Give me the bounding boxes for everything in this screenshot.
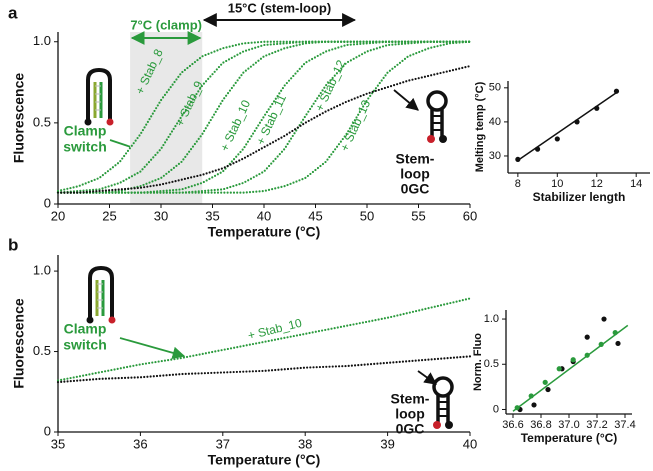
x-tick-label: 14 xyxy=(630,178,642,190)
y-axis-title: Fluorescence xyxy=(11,73,27,163)
y-tick-label: 0 xyxy=(493,403,499,415)
series-label: + Stab_13 xyxy=(337,97,373,153)
x-tick-label: 30 xyxy=(154,208,168,223)
annotation: Clamp xyxy=(64,321,107,337)
fit-line xyxy=(512,324,629,412)
x-tick-label: 38 xyxy=(298,436,312,451)
data-line xyxy=(56,355,472,384)
x-tick-label: 36.6 xyxy=(502,419,523,431)
x-tick-label: 25 xyxy=(102,208,116,223)
data-point xyxy=(556,366,562,372)
x-tick-label: 60 xyxy=(463,208,477,223)
series-label: + Stab_11 xyxy=(253,92,289,147)
x-tick-label: 35 xyxy=(205,208,219,223)
x-tick-label: 37.4 xyxy=(614,419,635,431)
stem-loop-icon xyxy=(431,376,455,431)
x-tick-label: 37.0 xyxy=(558,419,579,431)
annotation: Stem- xyxy=(391,391,430,407)
data-line xyxy=(56,64,472,194)
x-tick-label: 40 xyxy=(257,208,271,223)
panel-label: a xyxy=(8,3,18,22)
y-axis-title: Fluorescence xyxy=(11,298,27,388)
x-tick-label: 37 xyxy=(216,436,230,451)
y-tick-label: 1.0 xyxy=(33,33,51,48)
x-tick-label: 55 xyxy=(411,208,425,223)
x-tick-label: 35 xyxy=(51,436,65,451)
y-tick-label: 50 xyxy=(489,82,501,94)
pointer-arrow xyxy=(119,337,186,359)
panel-label: b xyxy=(8,235,18,254)
x-axis-title: Stabilizer length xyxy=(533,190,626,204)
data-point xyxy=(515,156,521,162)
clamp-icon xyxy=(82,68,116,128)
data-point xyxy=(554,136,560,142)
x-axis-title: Temperature (°C) xyxy=(208,224,321,240)
stem-loop-icon xyxy=(425,90,449,145)
x-tick-label: 10 xyxy=(551,178,563,190)
y-tick-label: 0 xyxy=(44,423,51,438)
highlight-region xyxy=(130,32,203,204)
data-line xyxy=(56,40,472,194)
annotation: loop xyxy=(395,406,425,422)
data-point xyxy=(601,316,607,322)
data-line xyxy=(56,297,472,382)
y-tick-label: 1.0 xyxy=(484,313,499,325)
y-tick-label: 30 xyxy=(489,150,501,162)
data-line xyxy=(56,40,472,194)
y-tick-label: 1.0 xyxy=(33,263,51,278)
data-point xyxy=(615,340,621,347)
series-label: + Stab_12 xyxy=(312,57,348,113)
x-tick-label: 37.2 xyxy=(586,419,607,431)
x-tick-label: 50 xyxy=(360,208,374,223)
series-label: + Stab_10 xyxy=(246,316,303,343)
data-point xyxy=(584,334,590,340)
x-axis-title: Temperature (°C) xyxy=(208,452,321,468)
annotation: Stem- xyxy=(396,151,435,167)
clamp-icon xyxy=(84,266,118,326)
annotation: 0GC xyxy=(401,181,430,197)
y-tick-label: 0.5 xyxy=(484,358,499,370)
x-tick-label: 40 xyxy=(463,436,477,451)
annotation: switch xyxy=(63,337,107,353)
pointer-arrow xyxy=(417,370,438,385)
y-tick-label: 0.5 xyxy=(33,343,51,358)
y-tick-label: 0.5 xyxy=(33,114,51,129)
x-tick-label: 8 xyxy=(515,178,521,190)
annotation: Clamp xyxy=(64,123,107,139)
y-tick-label: 40 xyxy=(489,116,501,128)
data-point xyxy=(613,88,620,94)
x-tick-label: 36 xyxy=(133,436,147,451)
data-point xyxy=(542,379,548,385)
series-label: + Stab_10 xyxy=(217,97,253,153)
annotation: loop xyxy=(400,166,430,182)
x-tick-label: 45 xyxy=(308,208,322,223)
range-label: 7°C (clamp) xyxy=(130,17,202,32)
data-point xyxy=(570,357,576,363)
x-tick-label: 39 xyxy=(380,436,394,451)
x-tick-label: 36.8 xyxy=(530,419,551,431)
range-label: 15°C (stem-loop) xyxy=(228,0,331,15)
x-axis-title: Temperature (°C) xyxy=(521,431,618,445)
annotation: switch xyxy=(63,139,107,155)
data-point xyxy=(545,386,551,393)
data-point xyxy=(531,402,537,408)
annotation: 0GC xyxy=(396,421,425,437)
fit-line xyxy=(517,91,617,162)
y-tick-label: 0 xyxy=(44,195,51,210)
x-tick-label: 20 xyxy=(51,208,65,223)
y-axis-title: Norm. Fluo xyxy=(472,333,484,391)
pointer-arrow xyxy=(393,89,419,111)
x-tick-label: 12 xyxy=(591,178,603,190)
y-axis-title: Melting temp (°C) xyxy=(474,81,486,172)
